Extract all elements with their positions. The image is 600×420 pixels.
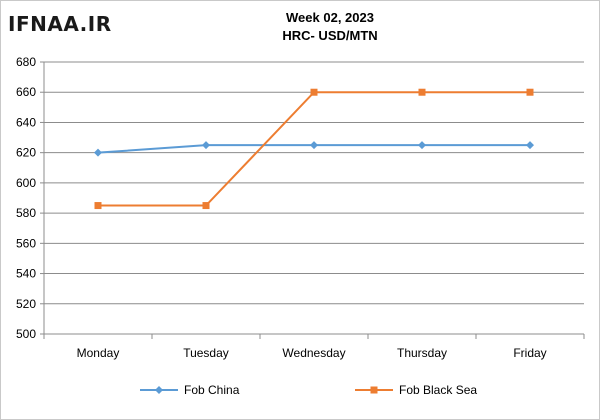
data-point bbox=[418, 88, 426, 96]
y-tick-label: 640 bbox=[16, 115, 36, 129]
series-0 bbox=[94, 141, 534, 157]
y-tick-label: 520 bbox=[16, 297, 36, 311]
x-tick-label: Tuesday bbox=[183, 346, 229, 360]
data-point bbox=[202, 141, 210, 150]
chart-subtitle: HRC- USD/MTN bbox=[282, 28, 377, 43]
x-axis-tick-labels: Monday Tuesday Wednesday Thursday Friday bbox=[77, 346, 547, 360]
data-point bbox=[202, 202, 210, 210]
y-axis-tick-labels: 500 520 540 560 580 600 620 640 660 680 bbox=[16, 55, 36, 341]
y-tick-label: 660 bbox=[16, 85, 36, 99]
axes bbox=[40, 61, 585, 339]
data-point bbox=[526, 141, 534, 150]
x-tick-label: Thursday bbox=[397, 346, 447, 360]
y-tick-label: 500 bbox=[16, 327, 36, 341]
x-tick-label: Monday bbox=[77, 346, 120, 360]
legend: Fob China Fob Black Sea bbox=[140, 383, 477, 397]
gridlines bbox=[44, 61, 584, 305]
watermark-logo: IFNAA.IR bbox=[8, 12, 112, 36]
x-tick-label: Friday bbox=[513, 346, 546, 360]
legend-marker bbox=[370, 386, 378, 394]
y-tick-label: 560 bbox=[16, 236, 36, 250]
legend-label: Fob Black Sea bbox=[399, 383, 477, 397]
series-1 bbox=[94, 88, 534, 210]
y-tick-label: 540 bbox=[16, 267, 36, 281]
y-tick-label: 600 bbox=[16, 176, 36, 190]
y-tick-label: 620 bbox=[16, 146, 36, 160]
legend-entry: Fob China bbox=[140, 383, 240, 397]
x-tick-label: Wednesday bbox=[282, 346, 345, 360]
legend-marker bbox=[155, 386, 163, 394]
series-lines bbox=[94, 88, 534, 210]
data-point bbox=[526, 88, 534, 96]
data-point bbox=[94, 148, 102, 157]
data-point bbox=[94, 202, 102, 210]
legend-entry: Fob Black Sea bbox=[355, 383, 477, 397]
data-point bbox=[310, 141, 318, 150]
y-tick-label: 580 bbox=[16, 206, 36, 220]
data-point bbox=[310, 88, 318, 96]
data-point bbox=[418, 141, 426, 150]
y-tick-label: 680 bbox=[16, 55, 36, 69]
chart-title: Week 02, 2023 bbox=[286, 10, 374, 25]
legend-label: Fob China bbox=[184, 383, 240, 397]
